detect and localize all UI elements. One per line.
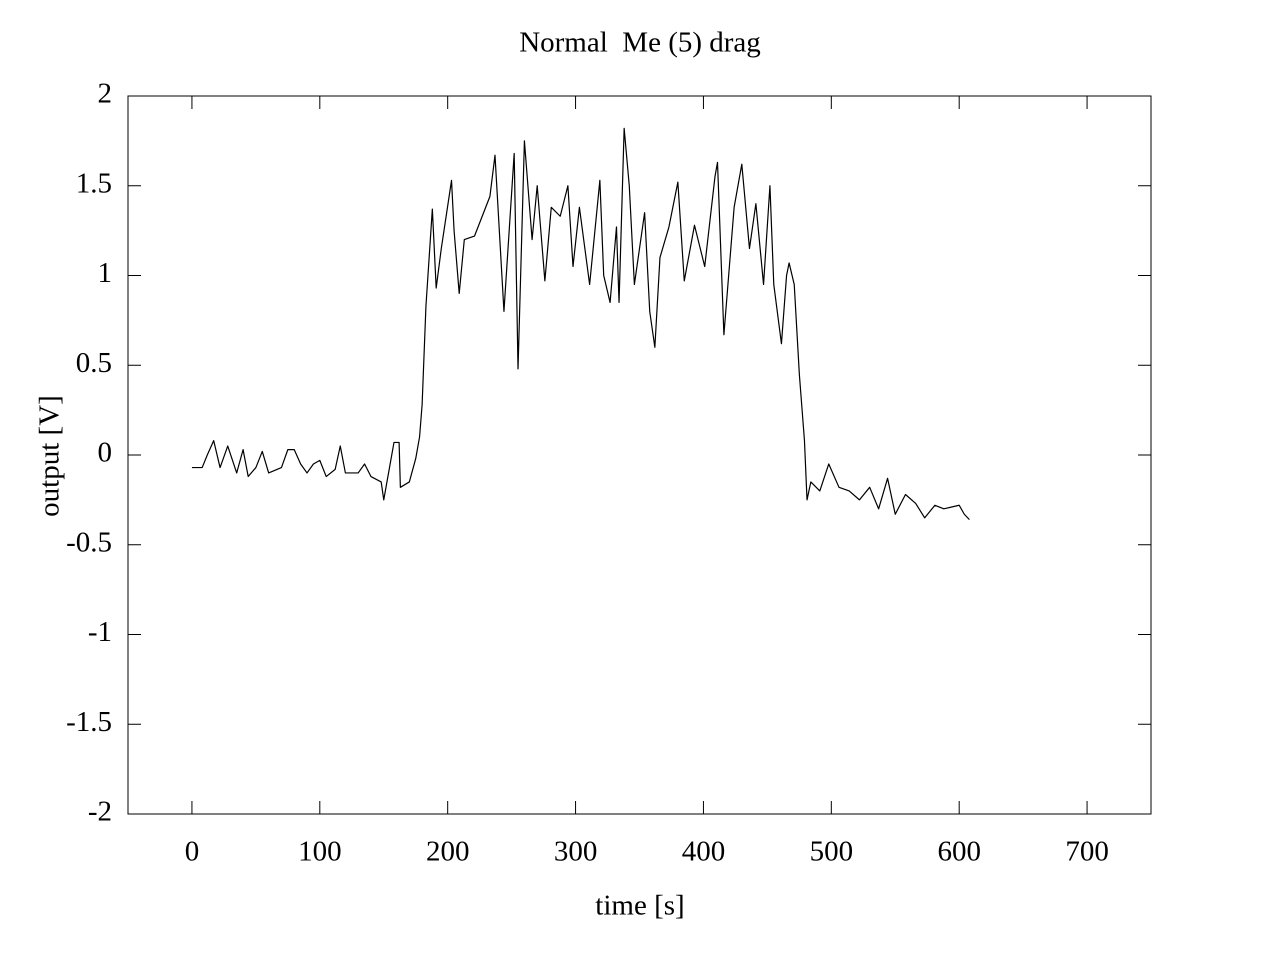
x-tick-label: 100 (298, 836, 342, 868)
x-tick-label: 700 (1065, 836, 1109, 868)
chart-title: Normal Me (5) drag (519, 27, 761, 59)
plot-border (127, 95, 1152, 815)
x-tick-label: 200 (426, 836, 470, 868)
x-tick-label: 400 (682, 836, 726, 868)
y-axis-label: output [V] (34, 395, 66, 517)
x-axis-label: time [s] (595, 890, 684, 922)
y-tick-label: -1.5 (66, 706, 112, 738)
y-tick-label: 2 (98, 78, 113, 110)
y-tick-label: 0 (98, 437, 113, 469)
y-tick-label: 1.5 (76, 167, 112, 199)
x-tick-label: 0 (185, 836, 200, 868)
x-tick-label: 600 (937, 836, 981, 868)
y-tick-label: -1 (88, 616, 112, 648)
y-tick-label: 0.5 (76, 347, 112, 379)
y-tick-label: -0.5 (66, 526, 112, 558)
y-tick-label: -2 (88, 796, 112, 828)
x-tick-label: 300 (554, 836, 598, 868)
x-tick-label: 500 (810, 836, 854, 868)
data-line (191, 127, 970, 521)
y-tick-label: 1 (98, 257, 113, 289)
